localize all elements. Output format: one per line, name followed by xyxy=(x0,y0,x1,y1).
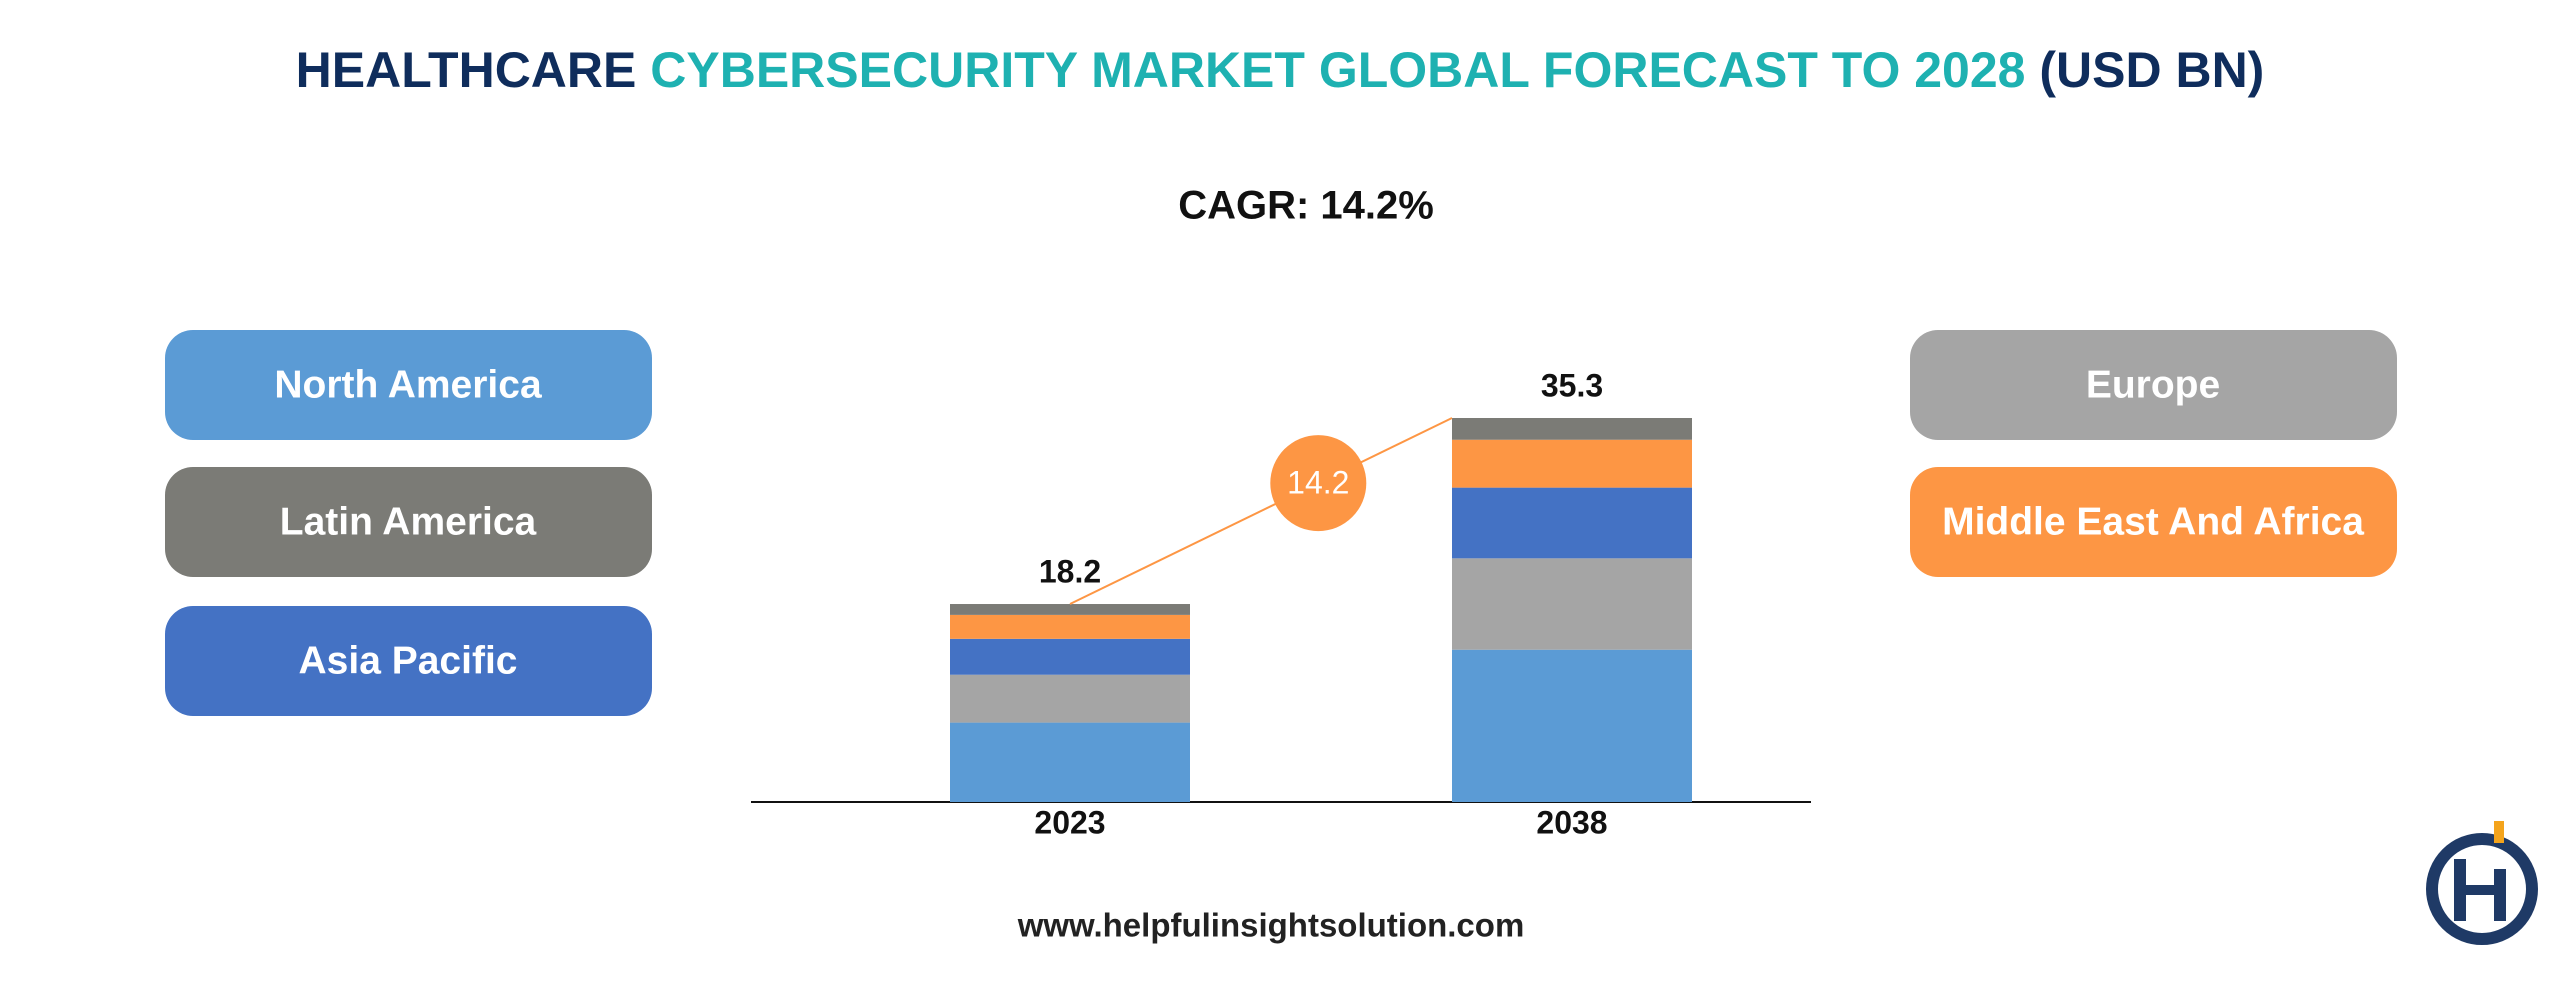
legend-box xyxy=(1910,330,2397,440)
logo xyxy=(2426,821,2538,945)
x-tick-label: 2023 xyxy=(1034,804,1105,840)
title-part: HEALTHCARE xyxy=(296,42,651,98)
legend-label: North America xyxy=(274,363,542,406)
chart-title: HEALTHCARE CYBERSECURITY MARKET GLOBAL F… xyxy=(296,42,2265,98)
title-part: CYBERSECURITY MARKET GLOBAL FORECAST TO … xyxy=(650,42,2025,98)
footer-url: www.helpfulinsightsolution.com xyxy=(1017,907,1525,944)
legend-box xyxy=(165,467,652,577)
x-tick-label: 2038 xyxy=(1536,804,1607,840)
legend-box xyxy=(165,606,652,716)
legend-label: Asia Pacific xyxy=(299,639,518,682)
bar-segment xyxy=(1452,439,1692,488)
bar-segment xyxy=(950,674,1190,723)
legend-box xyxy=(1910,467,2397,577)
chart-subtitle: CAGR: 14.2% xyxy=(1178,184,1434,228)
cagr-line xyxy=(1069,417,1453,605)
bar-segment xyxy=(1452,487,1692,559)
bar-segment xyxy=(950,604,1190,615)
logo-shape xyxy=(2494,821,2504,843)
legend-label: Middle East And Africa xyxy=(1942,500,2364,543)
bar-segment xyxy=(950,614,1190,639)
bar-segment xyxy=(1452,418,1692,440)
bar-segment xyxy=(950,638,1190,675)
total-label: 35.3 xyxy=(1541,367,1603,403)
total-label: 18.2 xyxy=(1039,553,1101,589)
logo-shape xyxy=(2454,885,2506,895)
bar-segment xyxy=(950,722,1190,802)
legend-label: Latin America xyxy=(280,500,537,543)
cagr-bubble xyxy=(1270,435,1367,532)
title-part: (USD BN) xyxy=(2025,42,2264,98)
bar-segment xyxy=(1452,649,1692,802)
cagr-bubble-label: 14.2 xyxy=(1287,465,1349,501)
logo-ring xyxy=(2426,833,2538,945)
legend-label: Europe xyxy=(2086,363,2220,406)
legend-box xyxy=(165,330,652,440)
bar-segment xyxy=(1452,558,1692,650)
